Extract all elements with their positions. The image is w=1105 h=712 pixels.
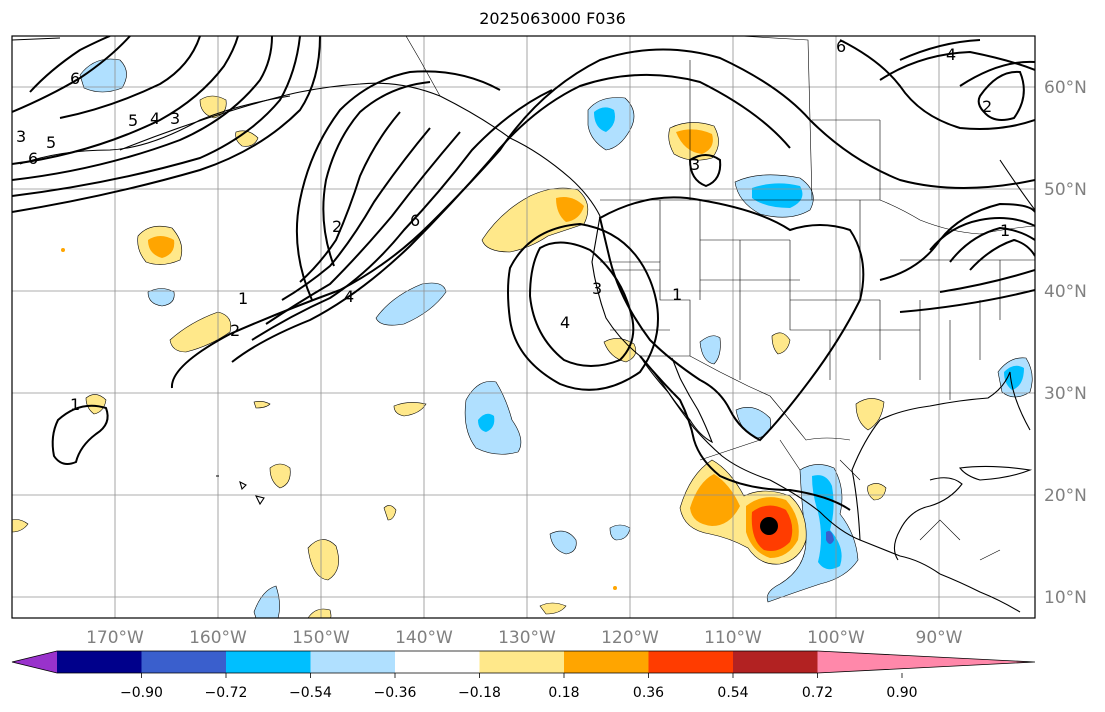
shade-pos-036 bbox=[148, 236, 175, 258]
colorbar-segment bbox=[310, 651, 396, 673]
colorbar-segment bbox=[479, 651, 565, 673]
colorbar-outline bbox=[11, 650, 1036, 674]
colorbar-tick-label: −0.72 bbox=[205, 685, 248, 701]
shade-neg-036 bbox=[1004, 365, 1024, 390]
svg-text:3: 3 bbox=[16, 127, 26, 146]
map-frame bbox=[11, 35, 1036, 619]
svg-text:1: 1 bbox=[70, 395, 80, 414]
lat-label: 30°N bbox=[1044, 384, 1087, 404]
colorbar: −0.90 −0.72 −0.54 −0.36 −0.18 0.18 0.36 0.54 0.7… bbox=[11, 650, 1036, 701]
svg-text:4: 4 bbox=[946, 45, 956, 64]
shade-neg-018 bbox=[549, 530, 577, 555]
lat-label: 20°N bbox=[1044, 486, 1087, 506]
shade-pos-036 bbox=[676, 129, 713, 154]
political-borders bbox=[405, 36, 1035, 561]
svg-text:1: 1 bbox=[1000, 221, 1010, 240]
shaded-field bbox=[12, 58, 1033, 618]
colorbar-tick-label: 0.18 bbox=[548, 685, 579, 701]
colorbar-segment bbox=[733, 651, 818, 673]
coastlines bbox=[12, 37, 1035, 613]
colorbar-tick-label: −0.36 bbox=[374, 685, 417, 701]
shade-pos-036 bbox=[556, 197, 584, 222]
colorbar-extend-min bbox=[12, 651, 57, 673]
colorbar-tick-label: 0.90 bbox=[886, 685, 917, 701]
svg-text:2: 2 bbox=[230, 321, 240, 340]
contour-lines bbox=[12, 36, 1035, 511]
shade-pos-036 bbox=[690, 474, 740, 526]
shade-neg-054 bbox=[826, 531, 834, 544]
svg-text:2: 2 bbox=[332, 217, 342, 236]
colorbar-tick-label: 0.72 bbox=[802, 685, 833, 701]
shade-neg-018 bbox=[253, 585, 280, 618]
shade-neg-018 bbox=[609, 524, 631, 541]
svg-text:6: 6 bbox=[410, 211, 420, 230]
shade-pos-018 bbox=[307, 539, 339, 581]
lon-label: 160°W bbox=[189, 628, 247, 648]
svg-text:6: 6 bbox=[28, 149, 38, 168]
colorbar-segment bbox=[141, 651, 227, 673]
shade-pos-018 bbox=[383, 505, 397, 521]
shade-neg-036 bbox=[478, 413, 495, 432]
lon-label: 130°W bbox=[498, 628, 556, 648]
storm-center-marker bbox=[760, 517, 778, 535]
shade-pos-018 bbox=[85, 394, 107, 415]
svg-text:3: 3 bbox=[592, 279, 602, 298]
svg-text:4: 4 bbox=[150, 109, 160, 128]
latitude-labels: 60°N 50°N 40°N 30°N 20°N 10°N bbox=[1044, 78, 1087, 608]
shade-pos-018 bbox=[269, 463, 291, 489]
lon-label: 170°W bbox=[86, 628, 144, 648]
colorbar-tick-label: −0.90 bbox=[120, 685, 163, 701]
shade-pos-018 bbox=[393, 402, 427, 417]
colorbar-tick-label: −0.54 bbox=[289, 685, 332, 701]
contour-labels: 6 5 4 3 3 6 2 1 2 1 4 6 5 6 3 3 2 4 4 1 … bbox=[16, 37, 1010, 414]
colorbar-tick-label: 0.54 bbox=[717, 685, 748, 701]
colorbar-segment bbox=[564, 651, 649, 673]
lon-label: 110°W bbox=[704, 628, 762, 648]
colorbar-segment bbox=[395, 651, 480, 673]
colorbar-segment bbox=[648, 651, 734, 673]
shade-neg-018 bbox=[375, 282, 447, 326]
lon-label: 90°W bbox=[916, 628, 963, 648]
lat-label: 40°N bbox=[1044, 282, 1087, 302]
shade-pos-018 bbox=[539, 602, 567, 615]
colorbar-tick-label: −0.18 bbox=[458, 685, 501, 701]
lat-label: 60°N bbox=[1044, 78, 1087, 98]
shade-pos-018 bbox=[253, 401, 271, 409]
svg-text:2: 2 bbox=[982, 97, 992, 116]
svg-text:1: 1 bbox=[238, 289, 248, 308]
lat-label: 10°N bbox=[1044, 588, 1087, 608]
lon-label: 120°W bbox=[601, 628, 659, 648]
colorbar-segment bbox=[226, 651, 311, 673]
shade-neg-018 bbox=[699, 335, 721, 365]
svg-text:6: 6 bbox=[70, 69, 80, 88]
map-title: 2025063000 F036 bbox=[479, 9, 626, 28]
colorbar-segment bbox=[57, 651, 142, 673]
svg-text:5: 5 bbox=[128, 111, 138, 130]
shade-neg-036 bbox=[812, 475, 842, 570]
lat-label: 50°N bbox=[1044, 180, 1087, 200]
colorbar-extend-max bbox=[817, 651, 1035, 673]
colorbar-tick-label: 0.36 bbox=[633, 685, 664, 701]
shade-pos-018 bbox=[12, 519, 29, 533]
svg-text:5: 5 bbox=[46, 133, 56, 152]
shade-pos-018 bbox=[855, 398, 885, 431]
svg-text:3: 3 bbox=[690, 155, 700, 174]
lon-label: 100°W bbox=[807, 628, 865, 648]
shade-pos-018 bbox=[867, 483, 887, 501]
longitude-labels: 170°W 160°W 150°W 140°W 130°W 120°W 110°… bbox=[86, 628, 963, 648]
svg-text:1: 1 bbox=[672, 285, 682, 304]
map-background bbox=[12, 36, 1035, 618]
shade-neg-036 bbox=[752, 183, 803, 208]
svg-text:6: 6 bbox=[836, 37, 846, 56]
shade-neg-036 bbox=[594, 107, 615, 132]
lon-label: 150°W bbox=[292, 628, 350, 648]
lon-label: 140°W bbox=[395, 628, 453, 648]
shade-pos-018 bbox=[771, 332, 791, 355]
svg-text:4: 4 bbox=[560, 313, 570, 332]
shade-neg-018 bbox=[147, 288, 175, 307]
svg-text:3: 3 bbox=[170, 109, 180, 128]
shade-pos-018 bbox=[169, 311, 232, 353]
svg-text:4: 4 bbox=[344, 287, 354, 306]
